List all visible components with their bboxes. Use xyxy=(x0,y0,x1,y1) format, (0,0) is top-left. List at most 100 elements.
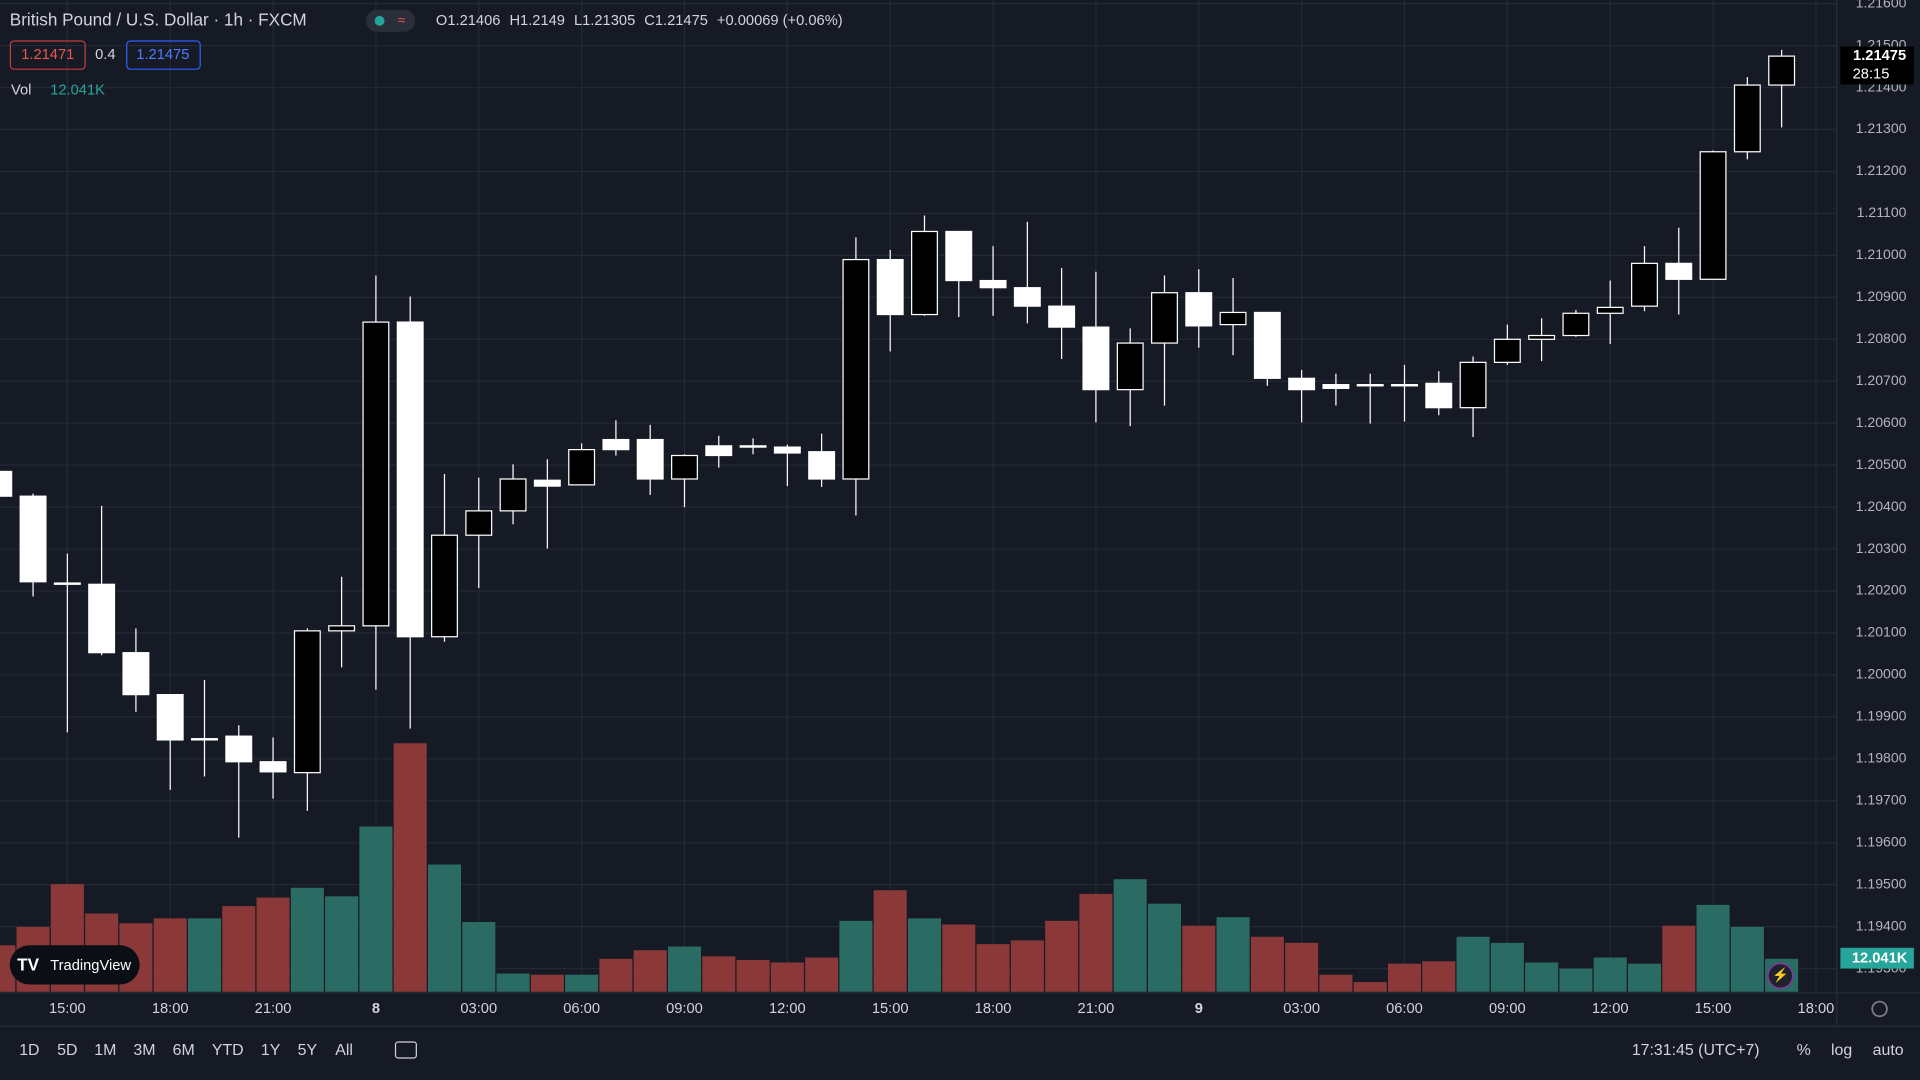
ohlc-letter: O xyxy=(436,13,447,29)
candle-body xyxy=(225,735,253,763)
volume-bar xyxy=(736,959,770,992)
date-range-icon[interactable] xyxy=(394,1041,417,1059)
ask-price[interactable]: 1.21475 xyxy=(136,47,189,63)
auto-toggle[interactable]: auto xyxy=(1873,1042,1904,1059)
x-tick-label: 21:00 xyxy=(255,1001,292,1017)
candle-body xyxy=(1253,311,1281,379)
y-tick-label: 1.20100 xyxy=(1856,624,1907,640)
volume-bar xyxy=(633,950,667,992)
volume-bar xyxy=(1147,903,1182,992)
y-tick-label: 1.20800 xyxy=(1856,330,1907,346)
x-tick-label: 21:00 xyxy=(1078,1001,1115,1017)
ohlc-letter: H xyxy=(509,13,520,29)
candle-body xyxy=(191,738,218,741)
range-button[interactable]: YTD xyxy=(212,1042,244,1059)
candle-body xyxy=(1356,383,1384,387)
candle-body xyxy=(293,630,321,774)
grid xyxy=(0,0,1837,992)
y-tick-label: 1.19600 xyxy=(1856,833,1907,849)
range-button[interactable]: 1D xyxy=(19,1042,39,1059)
volume-bar xyxy=(1627,963,1662,992)
y-tick-label: 1.20400 xyxy=(1856,498,1907,514)
volume-bar xyxy=(1182,925,1216,992)
range-button[interactable]: 3M xyxy=(133,1042,155,1059)
ohlc-letter: C xyxy=(644,13,655,29)
range-button[interactable]: 1Y xyxy=(261,1042,281,1059)
volume-axis-label: 12.041K xyxy=(1852,951,1908,967)
settings-icon[interactable] xyxy=(1871,1000,1888,1018)
volume-bar xyxy=(1730,926,1764,992)
candle-body xyxy=(1596,306,1624,314)
low-value: 1.21305 xyxy=(582,13,635,29)
candle-body xyxy=(1288,377,1316,391)
x-tick-label: 06:00 xyxy=(563,1001,600,1017)
volume-bar xyxy=(907,918,942,992)
sell-box[interactable] xyxy=(9,40,86,70)
candle-body xyxy=(671,454,698,480)
countdown: 28:15 xyxy=(1853,67,1890,83)
time-axis: 15:00 18:00 21:00 8 03:00 06:00 09:00 12:00 15:0… xyxy=(49,1001,1834,1017)
symbol-title[interactable]: British Pound / U.S. Dollar · 1h · FXCM xyxy=(10,9,307,29)
candle-body xyxy=(499,478,527,512)
x-tick-label: 12:00 xyxy=(1592,1001,1629,1017)
x-tick-label: 12:00 xyxy=(769,1001,806,1017)
logo-badge[interactable] xyxy=(9,945,140,985)
range-button[interactable]: 6M xyxy=(173,1042,195,1059)
y-tick-label: 1.21200 xyxy=(1856,162,1907,178)
bid-price[interactable]: 1.21471 xyxy=(21,47,74,63)
x-tick-label: 18:00 xyxy=(975,1001,1012,1017)
candle-body xyxy=(1219,311,1247,326)
candle-body xyxy=(1013,287,1041,307)
candle-body xyxy=(1562,312,1590,337)
range-button[interactable]: 5D xyxy=(57,1042,77,1059)
y-tick-label: 1.19800 xyxy=(1856,750,1907,766)
y-tick-label: 1.20200 xyxy=(1856,582,1907,598)
high-value: 1.2149 xyxy=(520,13,565,29)
candle-body xyxy=(979,279,1007,289)
candle-body xyxy=(876,258,904,316)
price-label-box xyxy=(1840,46,1914,85)
range-button[interactable]: All xyxy=(335,1042,353,1059)
volume-legend-label: Vol xyxy=(11,82,31,98)
volume-bar xyxy=(599,958,633,992)
volume-bar xyxy=(1387,963,1422,992)
log-toggle[interactable]: log xyxy=(1831,1042,1852,1059)
candle-body xyxy=(1391,383,1418,387)
lightning-button[interactable] xyxy=(1767,963,1794,989)
volume-bar xyxy=(1113,879,1147,992)
y-tick-label: 1.20500 xyxy=(1856,456,1907,472)
ohlc-legend: O1.21406 H1.2149 L1.21305 C1.21475 +0.00… xyxy=(436,13,843,29)
candle-body xyxy=(328,625,356,632)
candle-body xyxy=(1493,338,1521,363)
candle-body xyxy=(396,321,424,638)
candle-body xyxy=(156,694,184,741)
volume-bar xyxy=(805,957,839,992)
x-tick-label: 15:00 xyxy=(1695,1001,1732,1017)
range-button[interactable]: 5Y xyxy=(298,1042,318,1059)
pane xyxy=(0,49,1799,992)
change-value: +0.00069 (+0.06%) xyxy=(717,13,843,29)
y-tick-label: 1.21300 xyxy=(1856,120,1907,136)
last-price-label: 1.21475 xyxy=(1853,48,1906,64)
volume-bar xyxy=(1662,925,1696,992)
status-pill[interactable] xyxy=(366,9,416,32)
volume-bar xyxy=(942,924,976,992)
x-tick-label: 18:00 xyxy=(1798,1001,1835,1017)
x-tick-label: 03:00 xyxy=(460,1001,497,1017)
y-tick-label: 1.20300 xyxy=(1856,540,1907,556)
buy-box[interactable] xyxy=(126,40,201,70)
volume-bar xyxy=(1216,917,1250,992)
candle-body xyxy=(1665,262,1693,280)
range-buttons: 1D 5D 1M 3M 6M YTD 1Y 5Y All xyxy=(19,1042,353,1059)
candle-body xyxy=(1151,292,1178,344)
volume-legend-value: 12.041K xyxy=(50,82,105,98)
range-button[interactable]: 1M xyxy=(94,1042,116,1059)
volume-bar xyxy=(1010,940,1044,992)
volume-bar xyxy=(290,887,324,992)
candle-body xyxy=(533,479,561,487)
volume-bar xyxy=(530,974,564,992)
x-tick-label: 06:00 xyxy=(1386,1001,1423,1017)
candle-body xyxy=(19,495,47,583)
percent-toggle[interactable]: % xyxy=(1797,1042,1811,1059)
candle-body xyxy=(362,321,390,627)
